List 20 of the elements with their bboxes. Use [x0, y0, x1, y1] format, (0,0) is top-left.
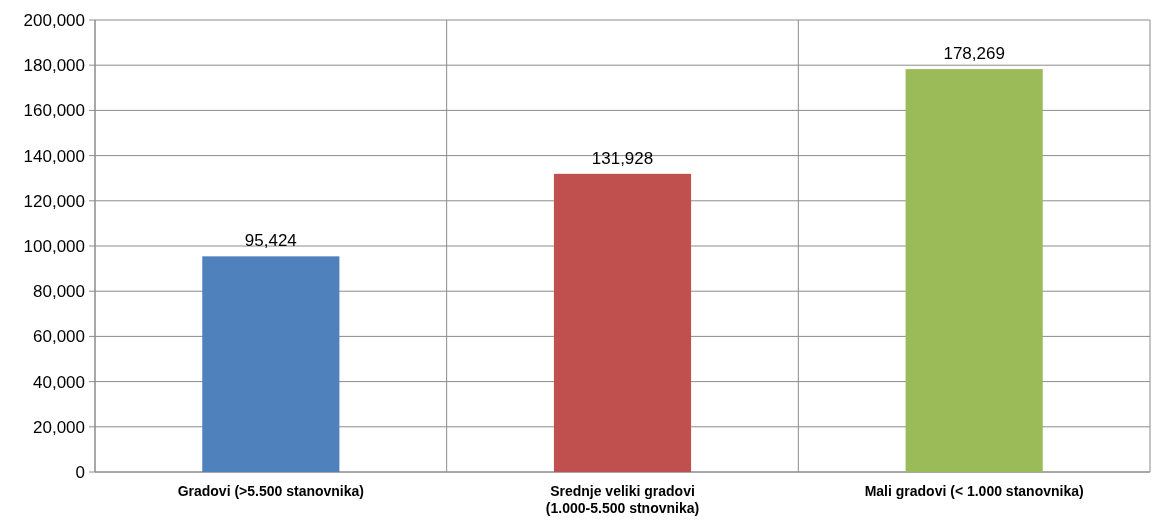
- y-tick-label: 0: [75, 462, 85, 482]
- y-tick-label: 120,000: [23, 191, 85, 211]
- data-label: 178,269: [943, 44, 1005, 64]
- y-tick-label: 40,000: [33, 372, 85, 392]
- x-tick-label: Mali gradovi (< 1.000 stanovnika): [864, 483, 1084, 499]
- y-tick-label: 200,000: [23, 10, 85, 30]
- bar: [905, 69, 1043, 472]
- x-tick-label: Srednje veliki gradovi (1.000-5.500 stnovnika): [545, 483, 700, 516]
- bar: [202, 256, 340, 472]
- data-label: 95,424: [244, 231, 297, 251]
- y-tick-label: 80,000: [33, 282, 85, 302]
- y-tick-label: 160,000: [23, 101, 85, 121]
- y-tick-label: 180,000: [23, 56, 85, 76]
- bar: [553, 173, 692, 472]
- y-tick-label: 140,000: [23, 146, 85, 166]
- y-tick-label: 60,000: [33, 327, 85, 347]
- y-tick-label: 100,000: [23, 236, 85, 256]
- y-tick-label: 20,000: [33, 417, 85, 437]
- x-tick-label: Gradovi (>5.500 stanovnika): [177, 483, 365, 499]
- data-label: 131,928: [591, 148, 654, 168]
